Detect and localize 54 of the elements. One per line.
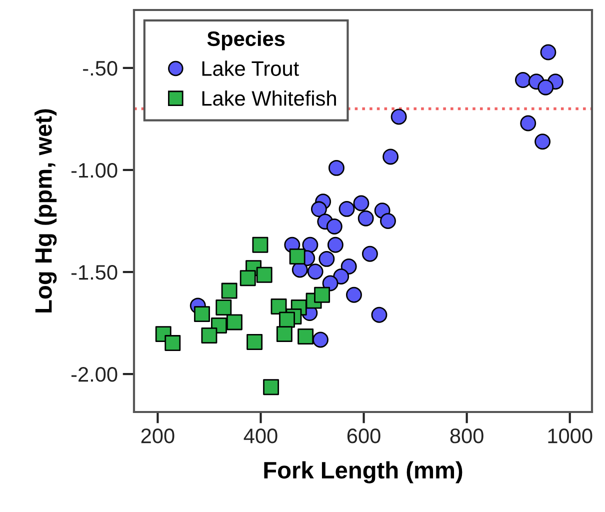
point	[322, 275, 338, 292]
point	[240, 270, 256, 286]
point	[314, 286, 330, 303]
point	[540, 44, 556, 60]
point	[538, 79, 554, 96]
legend-label: Lake Whitefish	[202, 90, 336, 106]
point	[326, 218, 342, 234]
point	[246, 334, 263, 350]
legend-title: Species	[207, 30, 285, 50]
y-tick-label: -1.50	[71, 265, 118, 280]
point	[221, 282, 238, 299]
point	[298, 328, 314, 344]
point	[371, 306, 388, 323]
point	[353, 195, 370, 212]
legend-label: Lake Trout	[202, 60, 299, 76]
point	[333, 268, 350, 284]
point	[362, 246, 378, 262]
point	[327, 236, 344, 253]
point	[226, 314, 242, 330]
y-tick-label: -2.00	[71, 367, 118, 382]
point	[279, 312, 295, 328]
point	[302, 236, 318, 253]
point	[514, 72, 531, 88]
point	[252, 236, 268, 253]
point	[263, 379, 280, 396]
point	[358, 210, 374, 226]
point	[318, 250, 335, 267]
point	[164, 335, 181, 352]
x-tick-label: 200	[141, 428, 174, 444]
x-tick-label: 400	[244, 428, 278, 444]
y-axis-title: Log Hg (ppm, wet)	[34, 109, 57, 312]
point	[338, 200, 355, 217]
point	[201, 328, 218, 344]
point	[390, 108, 407, 125]
point	[307, 264, 324, 280]
x-axis-title: Fork Length (mm)	[264, 461, 462, 484]
point	[216, 300, 232, 316]
point	[310, 201, 327, 218]
point	[346, 286, 362, 303]
x-tick-label: 600	[347, 428, 380, 444]
point	[380, 213, 396, 229]
point	[328, 160, 344, 176]
y-tick-label: -1.00	[71, 162, 118, 178]
x-tick-label: 800	[450, 428, 484, 444]
point	[194, 306, 210, 322]
point	[382, 148, 399, 165]
point	[289, 248, 306, 264]
point	[276, 326, 292, 342]
point	[312, 332, 328, 348]
x-tick-label: 1000	[548, 428, 592, 444]
point	[520, 115, 536, 132]
point	[256, 266, 272, 283]
point	[534, 134, 551, 150]
y-tick-label: -.50	[83, 60, 118, 76]
